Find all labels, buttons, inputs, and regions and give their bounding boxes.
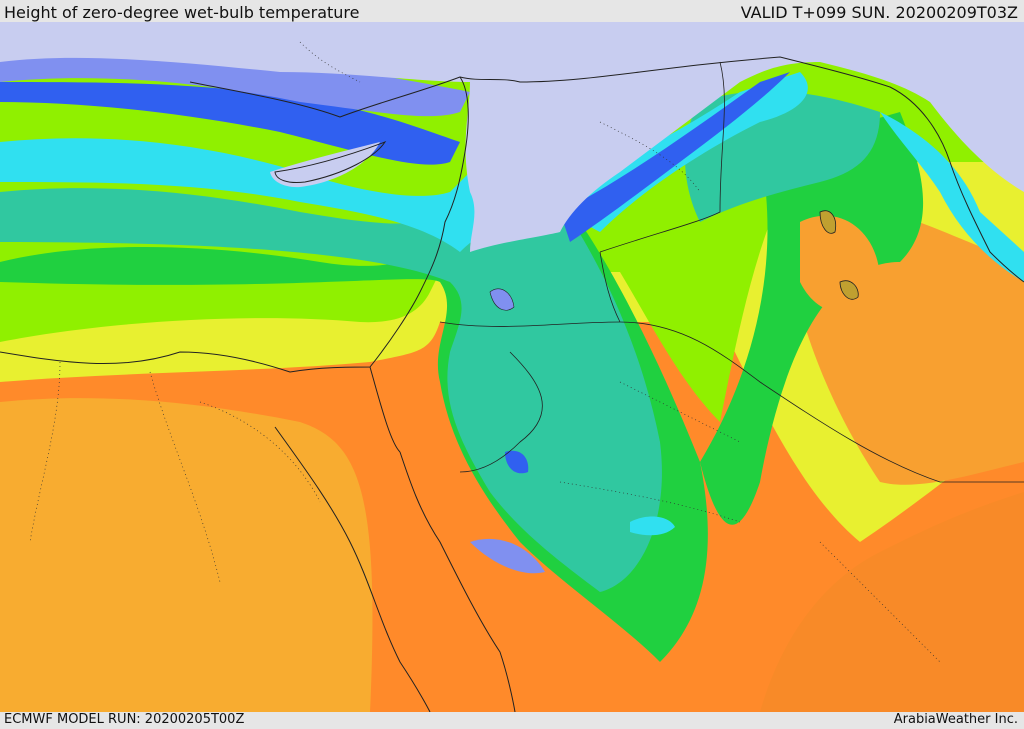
valid-time: VALID T+099 SUN. 20200209T03Z — [740, 3, 1018, 22]
orange-sweep-south-east — [760, 492, 1024, 712]
map-canvas — [0, 22, 1024, 712]
cyan-blob-inland — [630, 516, 675, 536]
map-header: Height of zero-degree wet-bulb temperatu… — [0, 0, 1024, 22]
map-footer: ECMWF MODEL RUN: 20200205T00Z ArabiaWeat… — [0, 712, 1024, 729]
country-borders — [439, 61, 1024, 483]
lake-east-1 — [819, 210, 837, 234]
coastlines — [0, 56, 1024, 712]
periwinkle-band — [0, 52, 470, 117]
cyan-band — [0, 138, 520, 252]
blue-band-north — [560, 72, 790, 242]
green-band-east — [700, 112, 924, 525]
dead-sea-area — [489, 288, 515, 311]
lake-east-2 — [839, 280, 859, 300]
periwinkle-blob-south — [470, 538, 545, 574]
blue-band — [0, 82, 460, 165]
model-run: ECMWF MODEL RUN: 20200205T00Z — [4, 712, 245, 727]
blue-blob-inland — [505, 450, 529, 474]
lavender-zone — [0, 22, 1024, 252]
map-title: Height of zero-degree wet-bulb temperatu… — [4, 3, 360, 22]
light-orange-zone-west — [0, 398, 373, 712]
credit: ArabiaWeather Inc. — [893, 712, 1018, 727]
weather-map — [0, 22, 1024, 712]
province-borders — [29, 41, 941, 663]
cyan-band-east — [880, 112, 1024, 282]
orange-patch-iraq — [800, 215, 880, 312]
cyprus-outline — [274, 140, 387, 183]
